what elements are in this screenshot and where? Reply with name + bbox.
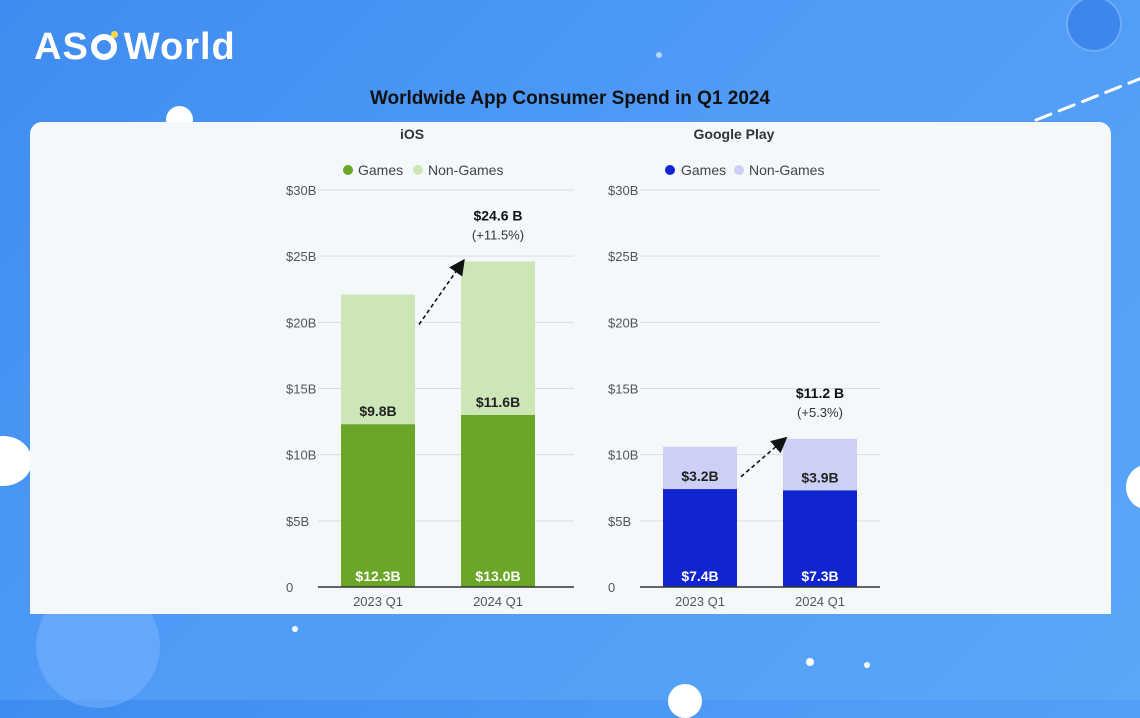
y-tick-label: $15B bbox=[608, 382, 638, 397]
data-label-games: $7.4B bbox=[681, 568, 718, 584]
legend-games-swatch bbox=[665, 165, 675, 175]
y-tick-label: $30B bbox=[286, 183, 316, 198]
growth-arrow bbox=[740, 436, 788, 478]
x-tick-label: 2024 Q1 bbox=[795, 594, 845, 609]
ios-chart: iOS Games Non-Games 0 $5B $10B $15B $20B $25B… bbox=[286, 126, 574, 609]
google-play-bar-non-games bbox=[663, 446, 737, 490]
data-label-games: $12.3B bbox=[355, 568, 400, 584]
x-tick-label: 2024 Q1 bbox=[473, 594, 523, 609]
decor-small-dot bbox=[656, 52, 662, 58]
annotation-total: $11.2 B bbox=[796, 385, 844, 401]
y-tick-label: $10B bbox=[286, 448, 316, 463]
y-tick-label: $20B bbox=[608, 315, 638, 330]
logo-text-right: World bbox=[123, 25, 236, 68]
y-tick-label: $5B bbox=[608, 514, 631, 529]
ios-bar-non-games bbox=[461, 261, 535, 415]
decor-circle-top-right bbox=[1068, 0, 1120, 50]
logo-ring-icon bbox=[90, 31, 118, 60]
data-label-non-games: $3.2B bbox=[681, 468, 718, 484]
legend-non-games-label: Non-Games bbox=[428, 162, 503, 178]
data-label-non-games: $9.8B bbox=[359, 403, 396, 419]
x-tick-label: 2023 Q1 bbox=[675, 594, 725, 609]
ios-bar-games bbox=[461, 414, 535, 587]
data-label-non-games: $11.6B bbox=[476, 394, 520, 410]
decor-small-dot bbox=[806, 658, 814, 666]
data-label-non-games: $3.9B bbox=[801, 469, 838, 485]
annotation-change: (+5.3%) bbox=[797, 405, 843, 420]
y-tick-label: 0 bbox=[608, 580, 615, 595]
google-play-bar-non-games bbox=[783, 438, 857, 491]
data-label-games: $13.0B bbox=[475, 568, 520, 584]
annotation-total: $24.6 B bbox=[473, 207, 522, 223]
x-tick-label: 2023 Q1 bbox=[353, 594, 403, 609]
decor-small-dot bbox=[292, 626, 298, 632]
legend-games-swatch bbox=[343, 165, 353, 175]
google-play-chart: Google Play Games Non-Games 0 $5B $10B $15B… bbox=[608, 126, 880, 609]
ios-bar-non-games bbox=[341, 294, 415, 425]
legend-non-games-swatch bbox=[734, 165, 744, 175]
y-tick-label: $30B bbox=[608, 183, 638, 198]
legend-non-games-label: Non-Games bbox=[749, 162, 824, 178]
legend-games-label: Games bbox=[681, 162, 726, 178]
google-play-bar-games bbox=[663, 489, 737, 587]
google-play-panel-title: Google Play bbox=[694, 126, 775, 142]
google-play-bar-games bbox=[783, 490, 857, 587]
ios-bar-games bbox=[341, 424, 415, 587]
decor-small-dot bbox=[864, 662, 870, 668]
y-tick-label: 0 bbox=[286, 580, 293, 595]
y-tick-label: $25B bbox=[286, 249, 316, 264]
y-tick-label: $25B bbox=[608, 249, 638, 264]
annotation-change: (+11.5%) bbox=[472, 227, 524, 242]
data-label-games: $7.3B bbox=[801, 568, 838, 584]
y-tick-label: $10B bbox=[608, 448, 638, 463]
legend-non-games-swatch bbox=[413, 165, 423, 175]
logo-text-left: AS bbox=[34, 25, 89, 68]
brand-logo: AS World bbox=[34, 26, 236, 68]
chart-card bbox=[30, 122, 1111, 614]
growth-arrow bbox=[418, 258, 465, 326]
charts-svg: iOS Games Non-Games 0 $5B $10B $15B $20B $25B… bbox=[286, 126, 880, 609]
chart-title: Worldwide App Consumer Spend in Q1 2024 bbox=[369, 88, 771, 109]
y-tick-label: $20B bbox=[286, 315, 316, 330]
y-tick-label: $5B bbox=[286, 514, 309, 529]
decor-dashed-line bbox=[1034, 77, 1140, 122]
ios-panel-title: iOS bbox=[400, 126, 424, 142]
legend-games-label: Games bbox=[358, 162, 403, 178]
decor-dot-right-edge bbox=[1126, 465, 1140, 509]
y-tick-label: $15B bbox=[286, 382, 316, 397]
